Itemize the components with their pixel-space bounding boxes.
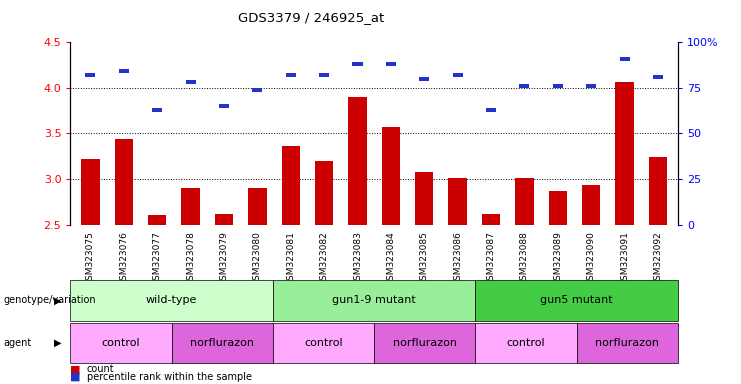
Text: genotype/variation: genotype/variation [4, 295, 96, 306]
Text: GSM323087: GSM323087 [487, 231, 496, 286]
Text: control: control [102, 338, 140, 348]
Bar [653, 75, 663, 79]
Text: ▶: ▶ [54, 295, 62, 306]
Bar [82, 159, 99, 225]
Bar [348, 97, 367, 225]
Text: GSM323086: GSM323086 [453, 231, 462, 286]
Bar [115, 139, 133, 225]
Bar [219, 104, 229, 108]
Bar [419, 77, 429, 81]
Text: agent: agent [4, 338, 32, 348]
Text: wild-type: wild-type [146, 295, 197, 306]
Bar [85, 73, 96, 77]
Text: GSM323078: GSM323078 [186, 231, 195, 286]
Bar [415, 172, 433, 225]
Text: GSM323080: GSM323080 [253, 231, 262, 286]
Bar [548, 191, 567, 225]
Text: GSM323091: GSM323091 [620, 231, 629, 286]
Bar [382, 127, 400, 225]
Text: GSM323077: GSM323077 [153, 231, 162, 286]
Text: count: count [87, 364, 114, 374]
Bar [353, 62, 362, 66]
Bar [486, 108, 496, 112]
Bar [152, 108, 162, 112]
Bar [386, 62, 396, 66]
Bar [248, 188, 267, 225]
Text: ■: ■ [70, 372, 81, 382]
Bar [215, 214, 233, 225]
Text: GSM323082: GSM323082 [319, 231, 328, 286]
Text: ▶: ▶ [54, 338, 62, 348]
Bar [553, 84, 563, 88]
Bar [482, 214, 500, 225]
Text: GSM323088: GSM323088 [520, 231, 529, 286]
Bar [315, 161, 333, 225]
Text: gun5 mutant: gun5 mutant [540, 295, 613, 306]
Text: GSM323089: GSM323089 [554, 231, 562, 286]
Bar [619, 56, 630, 61]
Bar [448, 178, 467, 225]
Text: percentile rank within the sample: percentile rank within the sample [87, 372, 252, 382]
Bar [282, 146, 300, 225]
Bar [182, 188, 200, 225]
Bar [119, 70, 129, 73]
Bar [586, 84, 597, 88]
Text: GDS3379 / 246925_at: GDS3379 / 246925_at [238, 12, 385, 25]
Bar [286, 73, 296, 77]
Text: control: control [507, 338, 545, 348]
Text: GSM323076: GSM323076 [119, 231, 128, 286]
Bar [185, 80, 196, 84]
Bar [582, 185, 600, 225]
Text: control: control [305, 338, 343, 348]
Bar [453, 73, 462, 77]
Text: gun1-9 mutant: gun1-9 mutant [332, 295, 416, 306]
Bar [515, 178, 534, 225]
Text: GSM323075: GSM323075 [86, 231, 95, 286]
Bar [319, 73, 329, 77]
Bar [252, 88, 262, 92]
Text: norflurazon: norflurazon [190, 338, 254, 348]
Text: GSM323090: GSM323090 [587, 231, 596, 286]
Text: norflurazon: norflurazon [595, 338, 659, 348]
Bar [148, 215, 167, 225]
Text: GSM323085: GSM323085 [420, 231, 429, 286]
Bar [616, 83, 634, 225]
Text: GSM323084: GSM323084 [386, 231, 396, 286]
Text: norflurazon: norflurazon [393, 338, 457, 348]
Text: GSM323083: GSM323083 [353, 231, 362, 286]
Bar [649, 157, 667, 225]
Bar [519, 84, 530, 88]
Text: GSM323081: GSM323081 [286, 231, 295, 286]
Text: ■: ■ [70, 364, 81, 374]
Text: GSM323079: GSM323079 [219, 231, 228, 286]
Text: GSM323092: GSM323092 [654, 231, 662, 286]
